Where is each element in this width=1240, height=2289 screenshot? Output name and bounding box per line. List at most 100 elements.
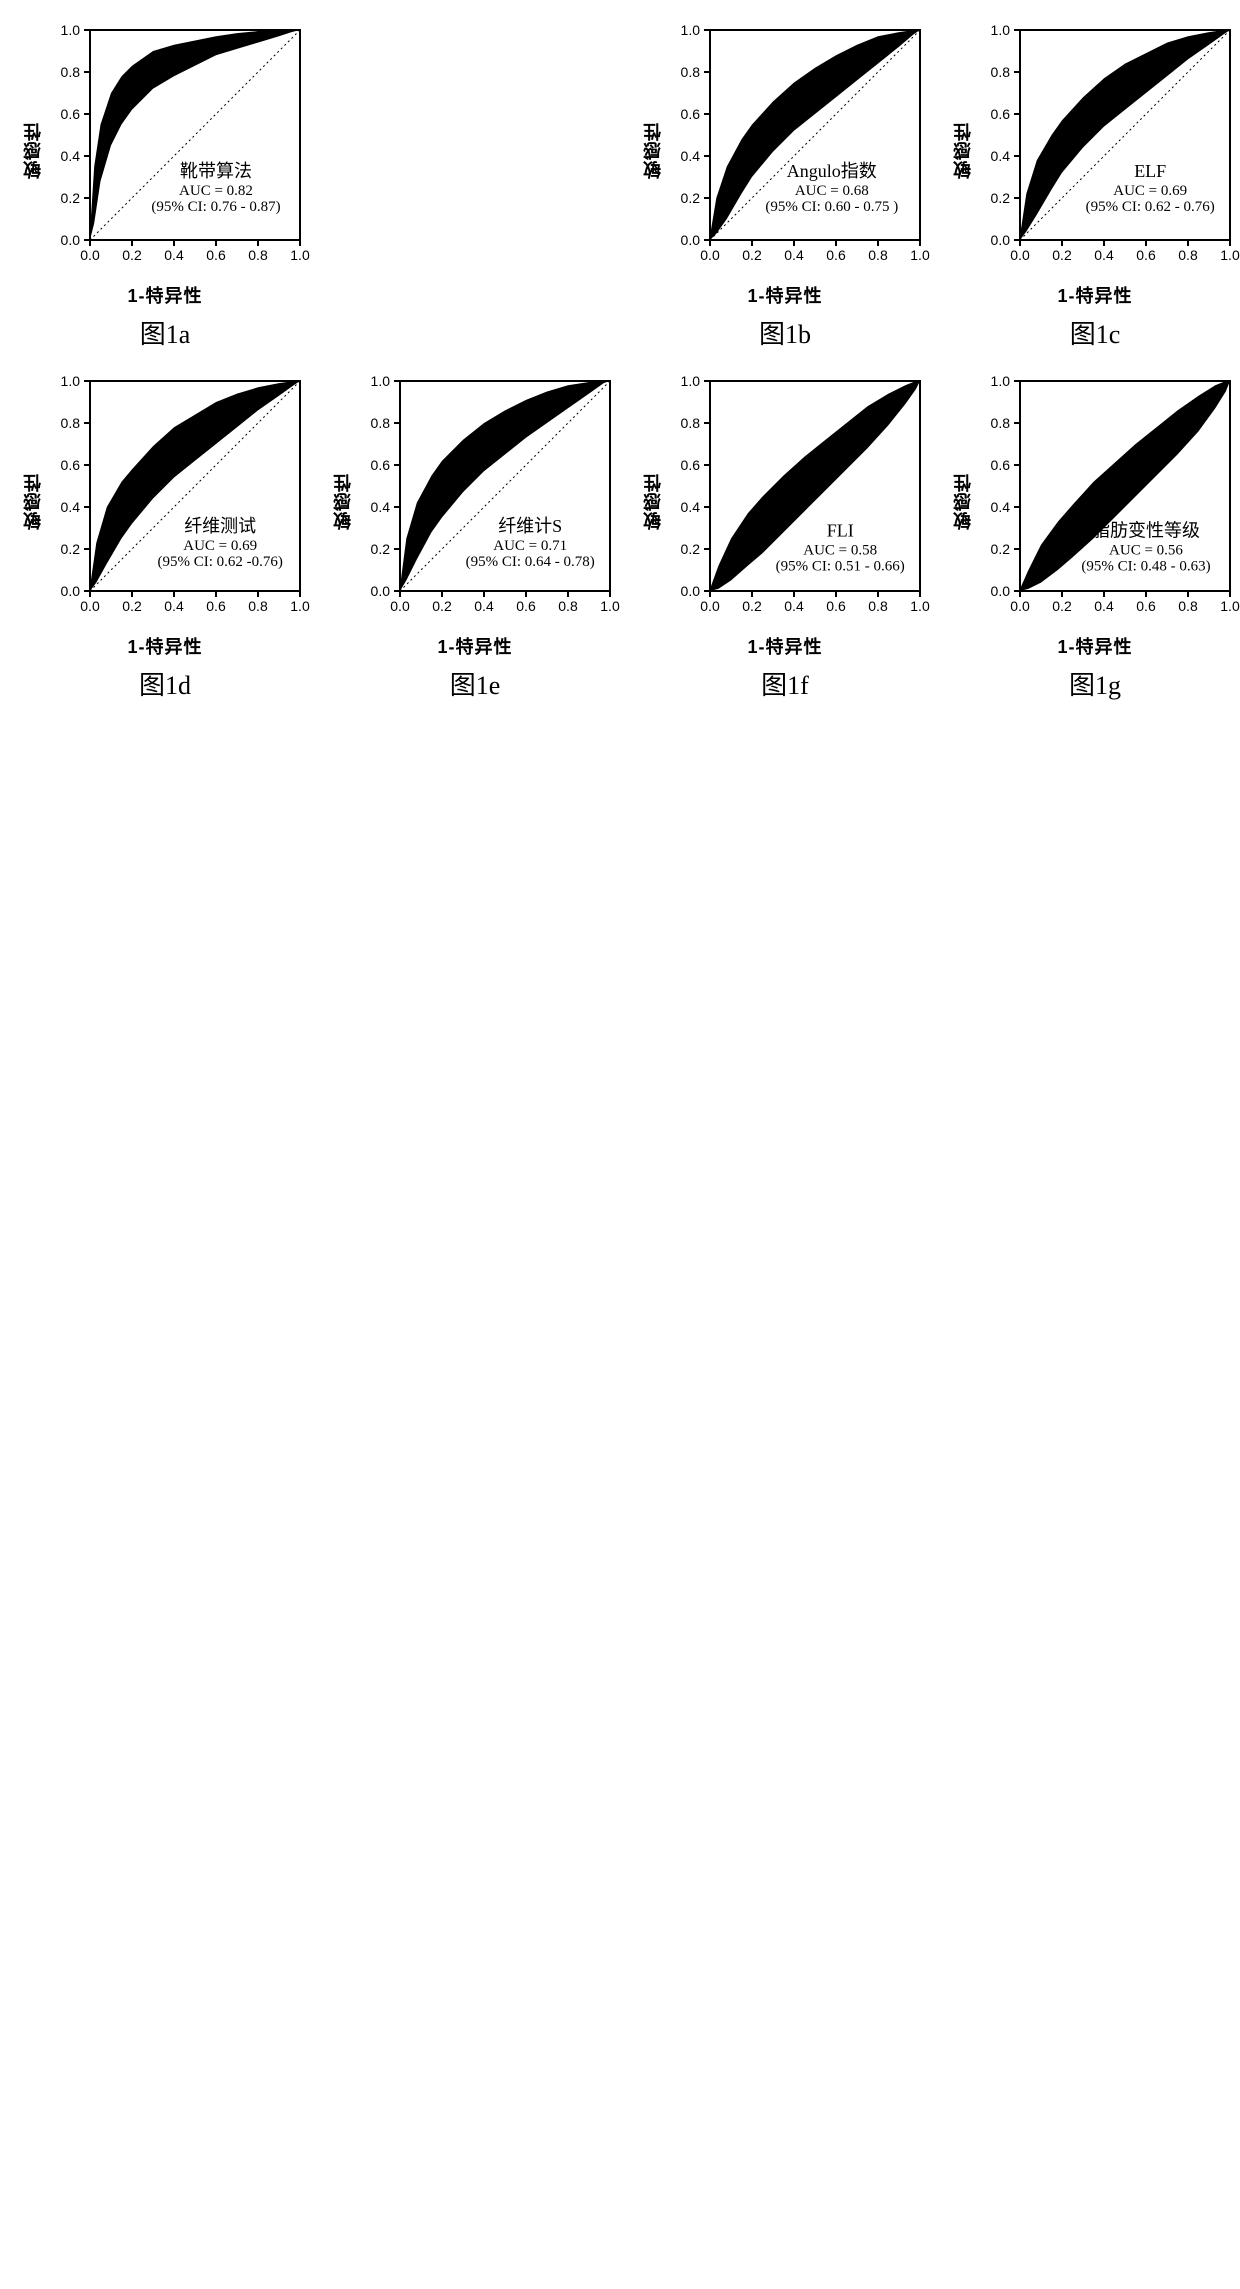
y-tick-label: 0.8 — [61, 64, 81, 80]
y-tick-label: 1.0 — [371, 373, 391, 389]
roc-plot: 0.00.20.40.60.81.00.00.20.40.60.81.0纤维测试… — [50, 371, 310, 631]
annot-ci: (95% CI: 0.62 - 0.76) — [1086, 199, 1215, 215]
roc-plot: 0.00.20.40.60.81.00.00.20.40.60.81.0ELFA… — [980, 20, 1240, 280]
x-tick-label: 0.8 — [868, 598, 888, 614]
y-tick-label: 0.4 — [681, 148, 701, 164]
annot-ci: (95% CI: 0.60 - 0.75 ) — [765, 199, 898, 215]
annot-auc: AUC = 0.68 — [795, 183, 869, 199]
x-axis-label: 1-特异性 — [127, 282, 202, 308]
x-tick-label: 0.4 — [164, 598, 184, 614]
annot-ci: (95% CI: 0.51 - 0.66) — [776, 558, 905, 574]
y-tick-label: 0.0 — [61, 232, 81, 248]
y-tick-label: 1.0 — [991, 373, 1011, 389]
x-tick-label: 0.6 — [1136, 247, 1156, 263]
y-tick-label: 0.4 — [681, 499, 701, 515]
x-tick-label: 1.0 — [1220, 247, 1240, 263]
x-tick-label: 1.0 — [600, 598, 620, 614]
x-tick-label: 0.0 — [80, 247, 100, 263]
roc-panel-b: 敏感性0.00.20.40.60.81.00.00.20.40.60.81.0A… — [640, 20, 930, 351]
y-tick-label: 0.4 — [61, 499, 81, 515]
figure-caption: 图1f — [761, 665, 809, 702]
x-tick-label: 0.8 — [248, 598, 268, 614]
y-tick-label: 0.4 — [991, 148, 1011, 164]
x-tick-label: 0.8 — [1178, 247, 1198, 263]
annot-ci: (95% CI: 0.48 - 0.63) — [1081, 558, 1210, 574]
x-axis-label: 1-特异性 — [1057, 633, 1132, 659]
y-tick-label: 0.4 — [61, 148, 81, 164]
roc-plot: 0.00.20.40.60.81.00.00.20.40.60.81.0脂肪变性… — [980, 371, 1240, 631]
x-tick-label: 0.4 — [784, 598, 804, 614]
x-tick-label: 0.0 — [700, 247, 720, 263]
x-tick-label: 0.4 — [474, 598, 494, 614]
x-tick-label: 1.0 — [910, 598, 930, 614]
y-tick-label: 0.8 — [61, 415, 81, 431]
y-tick-label: 0.8 — [681, 64, 701, 80]
roc-plot: 0.00.20.40.60.81.00.00.20.40.60.81.0纤维计S… — [360, 371, 620, 631]
y-tick-label: 0.2 — [681, 541, 701, 557]
x-axis-label: 1-特异性 — [1057, 282, 1132, 308]
y-tick-label: 0.2 — [991, 190, 1011, 206]
y-tick-label: 0.2 — [371, 541, 391, 557]
x-tick-label: 0.2 — [1052, 598, 1072, 614]
annot-auc: AUC = 0.56 — [1109, 542, 1183, 558]
y-tick-label: 0.0 — [61, 583, 81, 599]
y-tick-label: 0.0 — [681, 583, 701, 599]
x-axis-label: 1-特异性 — [747, 282, 822, 308]
y-axis-label: 敏感性 — [640, 122, 666, 179]
figure-grid: 敏感性 0.0 0.2 0.4 0.6 0.8 1.0 0.0 0.2 0.4 0.6 0.8 1.0 靴… — [20, 20, 1220, 702]
x-tick-label: 0.2 — [432, 598, 452, 614]
x-tick-label: 0.4 — [784, 247, 804, 263]
roc-panel-f: 敏感性0.00.20.40.60.81.00.00.20.40.60.81.0F… — [640, 371, 930, 702]
roc-panel-a: 敏感性0.00.20.40.60.81.00.00.20.40.60.81.0靴… — [20, 20, 310, 351]
x-axis-label: 1-特异性 — [127, 633, 202, 659]
y-tick-label: 0.6 — [991, 106, 1011, 122]
roc-panel-c: 敏感性0.00.20.40.60.81.00.00.20.40.60.81.0E… — [950, 20, 1240, 351]
x-tick-label: 0.2 — [742, 247, 762, 263]
x-axis-label: 1-特异性 — [437, 633, 512, 659]
y-tick-label: 0.4 — [991, 499, 1011, 515]
x-tick-label: 0.6 — [1136, 598, 1156, 614]
y-tick-label: 0.6 — [371, 457, 391, 473]
y-axis-label: 敏感性 — [20, 473, 46, 530]
figure-caption: 图1d — [139, 665, 191, 702]
x-tick-label: 0.2 — [122, 598, 142, 614]
annot-ci: (95% CI: 0.76 - 0.87) — [151, 199, 280, 215]
y-tick-label: 1.0 — [61, 22, 81, 38]
figure-caption: 图1b — [759, 314, 811, 351]
annot-title: 纤维计S — [498, 516, 562, 536]
annot-auc: AUC = 0.69 — [1113, 183, 1187, 199]
roc-panel-g: 敏感性0.00.20.40.60.81.00.00.20.40.60.81.0脂… — [950, 371, 1240, 702]
annot-title: 靴带算法 — [180, 161, 252, 181]
x-tick-label: 0.4 — [164, 247, 184, 263]
x-tick-label: 0.6 — [206, 598, 226, 614]
y-tick-label: 0.8 — [681, 415, 701, 431]
x-tick-label: 0.0 — [80, 598, 100, 614]
x-tick-label: 0.0 — [700, 598, 720, 614]
x-tick-label: 0.4 — [1094, 598, 1114, 614]
roc-panel-e: 敏感性0.00.20.40.60.81.00.00.20.40.60.81.0纤… — [330, 371, 620, 702]
y-tick-label: 0.8 — [991, 415, 1011, 431]
x-tick-label: 0.6 — [516, 598, 536, 614]
annot-ci: (95% CI: 0.64 - 0.78) — [466, 554, 595, 570]
annot-auc: AUC = 0.71 — [493, 538, 567, 554]
x-tick-label: 0.8 — [248, 247, 268, 263]
y-tick-label: 0.0 — [991, 583, 1011, 599]
y-tick-label: 1.0 — [991, 22, 1011, 38]
y-axis-label: 敏感性 — [950, 122, 976, 179]
x-tick-label: 1.0 — [290, 247, 310, 263]
annot-auc: AUC = 0.82 — [179, 183, 253, 199]
x-tick-label: 0.2 — [1052, 247, 1072, 263]
annot-title: 脂肪变性等级 — [1092, 520, 1200, 540]
figure-caption: 图1c — [1070, 314, 1121, 351]
y-tick-label: 0.6 — [61, 106, 81, 122]
y-tick-label: 0.0 — [681, 232, 701, 248]
y-tick-label: 0.6 — [681, 457, 701, 473]
y-tick-label: 0.0 — [991, 232, 1011, 248]
annot-title: 纤维测试 — [184, 516, 256, 536]
x-tick-label: 1.0 — [1220, 598, 1240, 614]
y-tick-label: 1.0 — [681, 373, 701, 389]
x-tick-label: 1.0 — [910, 247, 930, 263]
x-tick-label: 0.4 — [1094, 247, 1114, 263]
x-tick-label: 0.8 — [558, 598, 578, 614]
figure-caption: 图1g — [1069, 665, 1121, 702]
